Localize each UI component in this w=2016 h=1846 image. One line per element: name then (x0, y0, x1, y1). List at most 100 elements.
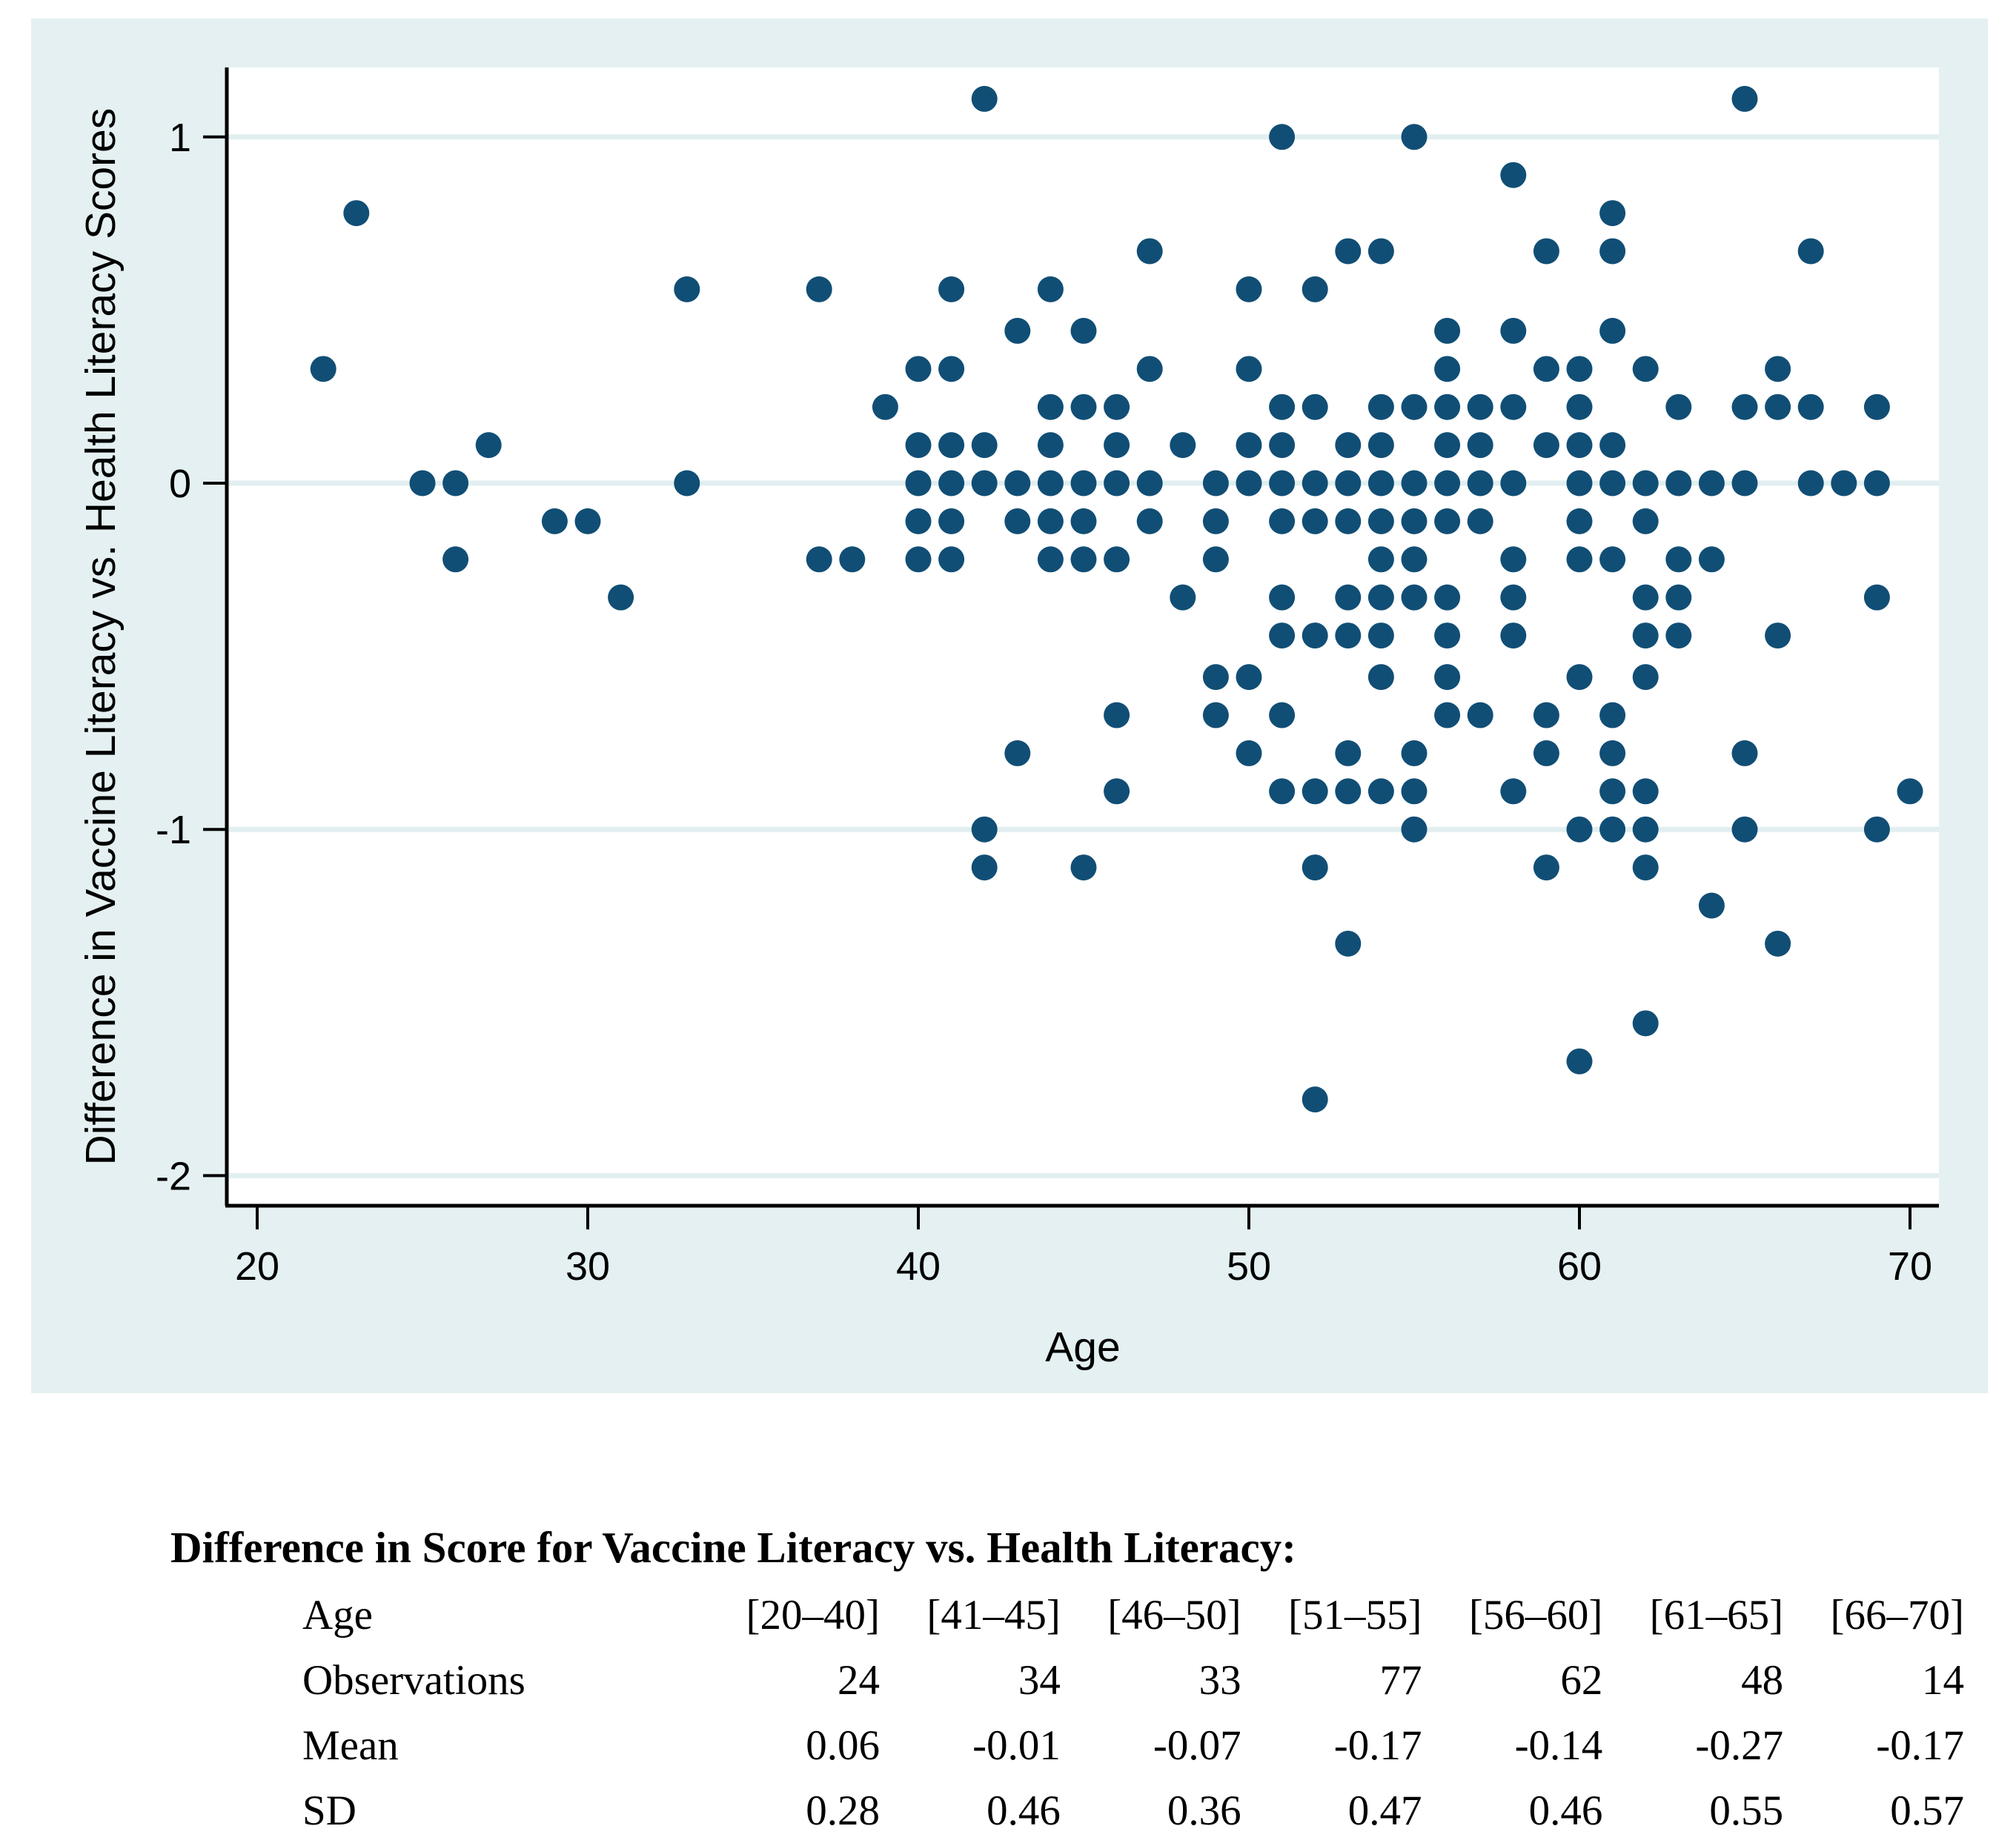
data-point (1599, 317, 1626, 344)
data-point (1335, 622, 1362, 649)
data-point (1863, 394, 1890, 420)
data-point (409, 470, 436, 497)
data-point (1765, 622, 1791, 649)
data-point (1367, 584, 1394, 611)
table-row-observations: Observations 24 34 33 77 62 48 14 (170, 1648, 1964, 1713)
data-point (1269, 432, 1296, 459)
table-cell: -0.17 (1876, 1722, 1964, 1769)
data-point (1401, 124, 1428, 150)
table-cell: 0.46 (1528, 1787, 1603, 1834)
data-point (1335, 930, 1362, 957)
data-point (1202, 546, 1229, 573)
data-point (1665, 584, 1692, 611)
table-cell: 0.57 (1890, 1787, 1964, 1834)
data-point (1236, 664, 1262, 691)
data-point (1136, 508, 1163, 534)
data-point (1367, 238, 1394, 265)
data-point (1302, 276, 1328, 302)
data-point (1566, 546, 1593, 573)
data-point (1367, 432, 1394, 459)
data-point (806, 546, 832, 573)
data-point (1335, 238, 1362, 265)
table-cell: 24 (838, 1656, 880, 1704)
data-point (1236, 470, 1262, 497)
data-point (1136, 470, 1163, 497)
data-point (1632, 1010, 1659, 1037)
data-point (1863, 470, 1890, 497)
table-cell: 0.36 (1167, 1787, 1241, 1834)
data-point (541, 508, 568, 534)
data-point (971, 854, 998, 881)
data-point (1037, 546, 1064, 573)
data-point (1037, 394, 1064, 420)
data-point (1037, 432, 1064, 459)
row-label: Mean (302, 1722, 399, 1769)
table-cell: 0.47 (1347, 1787, 1422, 1834)
data-point (938, 432, 965, 459)
data-point (1797, 394, 1824, 420)
data-point (1599, 432, 1626, 459)
table-cell: -0.14 (1514, 1722, 1603, 1769)
data-point (1533, 432, 1559, 459)
data-point (442, 546, 469, 573)
data-point (1269, 622, 1296, 649)
data-point (1467, 394, 1493, 420)
data-point (1632, 778, 1659, 805)
data-point (1566, 1048, 1593, 1075)
data-point (1533, 702, 1559, 728)
data-point (1566, 508, 1593, 534)
data-point (1632, 470, 1659, 497)
data-point (1104, 546, 1130, 573)
data-point (1401, 740, 1428, 766)
data-point (1202, 470, 1229, 497)
data-point (1665, 470, 1692, 497)
table-title: Difference in Score for Vaccine Literacy… (170, 1523, 1296, 1572)
data-point (1367, 546, 1394, 573)
x-tick-label-70: 70 (1888, 1244, 1932, 1289)
data-point (1467, 432, 1493, 459)
scatter-plot-svg: 1 0 -1 -2 20 30 40 50 60 70 Difference in Vaccine … (31, 19, 1988, 1393)
data-point (1335, 778, 1362, 805)
data-point (1202, 508, 1229, 534)
data-point (1401, 394, 1428, 420)
data-point (1170, 584, 1196, 611)
data-point (1269, 508, 1296, 534)
data-point (905, 508, 932, 534)
data-point (905, 432, 932, 459)
data-point (1566, 394, 1593, 420)
data-point (1566, 432, 1593, 459)
data-point (1467, 702, 1493, 728)
data-point (1500, 778, 1527, 805)
data-point (1731, 85, 1758, 112)
data-point (971, 470, 998, 497)
data-point (971, 816, 998, 843)
data-point (1070, 394, 1097, 420)
data-point (1500, 394, 1527, 420)
table-cell: 77 (1379, 1656, 1422, 1704)
data-point (1467, 508, 1493, 534)
table-cell: [66–70] (1830, 1591, 1964, 1639)
data-point (938, 546, 965, 573)
data-point (1335, 432, 1362, 459)
data-point (1401, 508, 1428, 534)
data-point (1434, 584, 1461, 611)
data-point (1599, 740, 1626, 766)
data-point (1070, 854, 1097, 881)
data-point (1731, 470, 1758, 497)
table-cell: [20–40] (746, 1591, 880, 1639)
data-point (1335, 584, 1362, 611)
data-point (1500, 584, 1527, 611)
data-point (1434, 432, 1461, 459)
data-point (806, 276, 832, 302)
data-point (1665, 546, 1692, 573)
table-cell: 0.06 (806, 1722, 880, 1769)
data-point (1401, 470, 1428, 497)
data-point (1236, 276, 1262, 302)
data-point (905, 470, 932, 497)
data-point (1863, 584, 1890, 611)
data-point (1599, 702, 1626, 728)
data-point (1566, 816, 1593, 843)
data-point (1401, 584, 1428, 611)
data-point (938, 356, 965, 382)
data-point (1037, 508, 1064, 534)
